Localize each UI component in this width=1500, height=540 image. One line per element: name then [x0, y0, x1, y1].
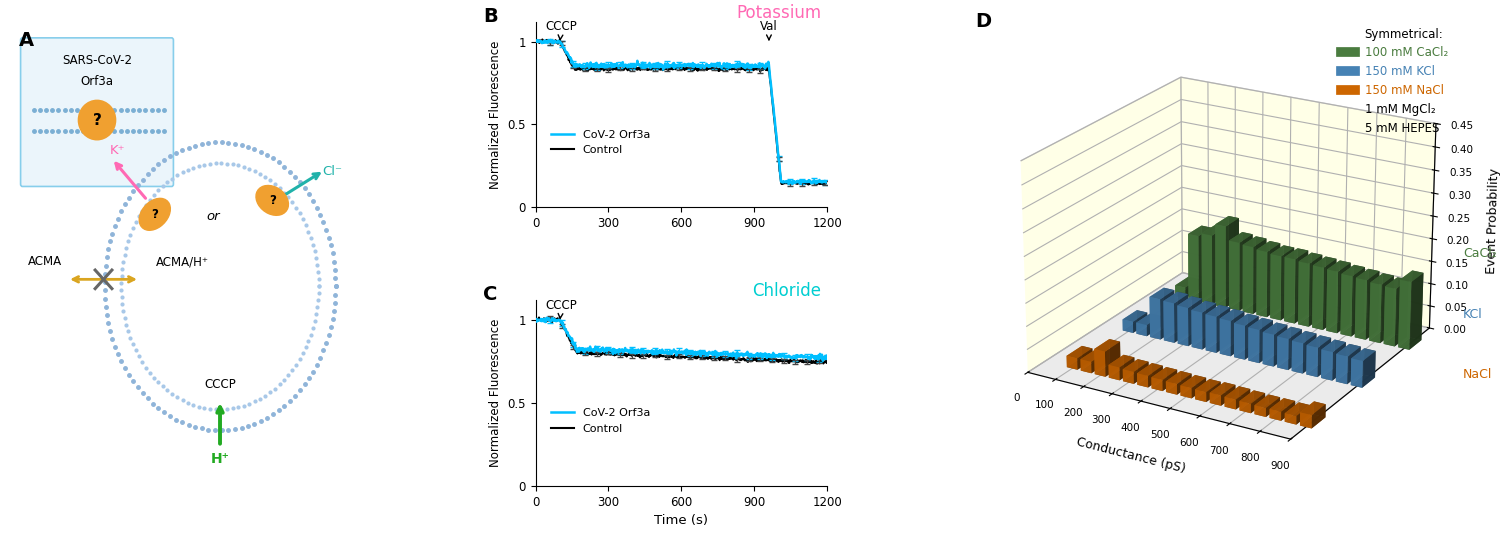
- Text: NaCl: NaCl: [1462, 368, 1492, 381]
- Y-axis label: Normalized Fluorescence: Normalized Fluorescence: [489, 40, 502, 188]
- CoV-2 Orf3a: [819, 178, 837, 185]
- Ellipse shape: [140, 198, 171, 230]
- Control: [602, 64, 619, 70]
- Line: CoV-2 Orf3a: CoV-2 Orf3a: [536, 318, 828, 361]
- Text: K⁺: K⁺: [110, 144, 126, 157]
- Control: [747, 355, 765, 361]
- Legend: Symmetrical:, 100 mM CaCl₂, 150 mM KCl, 150 mM NaCl, 1 mM MgCl₂, 5 mM HEPES: Symmetrical:, 100 mM CaCl₂, 150 mM KCl, …: [1336, 23, 1452, 140]
- Control: [699, 356, 717, 362]
- CoV-2 Orf3a: [699, 63, 717, 69]
- Text: CCCP: CCCP: [204, 379, 236, 392]
- Text: ?: ?: [152, 208, 157, 221]
- CoV-2 Orf3a: [815, 357, 833, 364]
- CoV-2 Orf3a: [819, 353, 837, 359]
- Control: [747, 65, 765, 72]
- CoV-2 Orf3a: [602, 63, 619, 70]
- Text: CCCP: CCCP: [544, 20, 578, 39]
- CoV-2 Orf3a: [526, 315, 544, 322]
- X-axis label: Conductance (pS): Conductance (pS): [1074, 436, 1186, 476]
- CoV-2 Orf3a: [579, 62, 597, 69]
- Text: ?: ?: [268, 194, 276, 207]
- CoV-2 Orf3a: [747, 64, 765, 70]
- Control: [534, 36, 552, 43]
- Control: [722, 355, 740, 362]
- CoV-2 Orf3a: [747, 352, 765, 358]
- Control: [699, 66, 717, 72]
- CoV-2 Orf3a: [658, 61, 676, 68]
- Control: [530, 314, 548, 321]
- Control: [819, 359, 837, 365]
- Line: Control: Control: [536, 39, 828, 185]
- Text: SARS-CoV-2: SARS-CoV-2: [62, 54, 132, 67]
- CoV-2 Orf3a: [526, 38, 544, 44]
- Control: [526, 316, 544, 323]
- Text: H⁺: H⁺: [210, 452, 230, 466]
- FancyBboxPatch shape: [21, 38, 174, 186]
- Y-axis label: Normalized Fluorescence: Normalized Fluorescence: [489, 319, 502, 467]
- CoV-2 Orf3a: [658, 349, 676, 356]
- Text: B: B: [483, 6, 498, 26]
- Text: Orf3a: Orf3a: [81, 75, 114, 88]
- Control: [800, 181, 818, 188]
- CoV-2 Orf3a: [542, 37, 560, 43]
- Text: ACMA: ACMA: [28, 255, 62, 268]
- Control: [658, 354, 676, 360]
- Text: KCl: KCl: [1462, 308, 1484, 321]
- CoV-2 Orf3a: [722, 63, 740, 70]
- CoV-2 Orf3a: [792, 180, 810, 187]
- CoV-2 Orf3a: [538, 314, 556, 321]
- Text: CaCl₂: CaCl₂: [1462, 247, 1497, 260]
- Control: [722, 65, 740, 71]
- Text: A: A: [18, 31, 34, 50]
- Control: [658, 67, 676, 73]
- CoV-2 Orf3a: [722, 353, 740, 359]
- Text: or: or: [207, 210, 220, 223]
- Text: C: C: [483, 285, 498, 305]
- Text: ?: ?: [93, 112, 102, 127]
- Text: ACMA/H⁺: ACMA/H⁺: [156, 255, 209, 268]
- Control: [526, 38, 544, 44]
- CoV-2 Orf3a: [602, 347, 619, 354]
- Text: D: D: [975, 12, 992, 31]
- Legend: CoV-2 Orf3a, Control: CoV-2 Orf3a, Control: [548, 125, 654, 159]
- Control: [808, 360, 826, 367]
- Text: Potassium: Potassium: [736, 4, 822, 22]
- Text: Chloride: Chloride: [753, 282, 822, 300]
- Control: [602, 350, 619, 357]
- Ellipse shape: [78, 100, 116, 140]
- CoV-2 Orf3a: [579, 345, 597, 352]
- CoV-2 Orf3a: [699, 353, 717, 359]
- Text: CCCP: CCCP: [544, 299, 578, 318]
- Ellipse shape: [256, 185, 288, 215]
- Text: Cl⁻: Cl⁻: [322, 165, 342, 178]
- Legend: CoV-2 Orf3a, Control: CoV-2 Orf3a, Control: [548, 404, 654, 438]
- Line: CoV-2 Orf3a: CoV-2 Orf3a: [536, 40, 828, 184]
- X-axis label: Time (s): Time (s): [654, 514, 708, 527]
- Text: Val: Val: [760, 20, 778, 39]
- Control: [819, 179, 837, 186]
- Line: Control: Control: [536, 318, 828, 363]
- Control: [579, 64, 597, 71]
- Control: [579, 350, 597, 357]
